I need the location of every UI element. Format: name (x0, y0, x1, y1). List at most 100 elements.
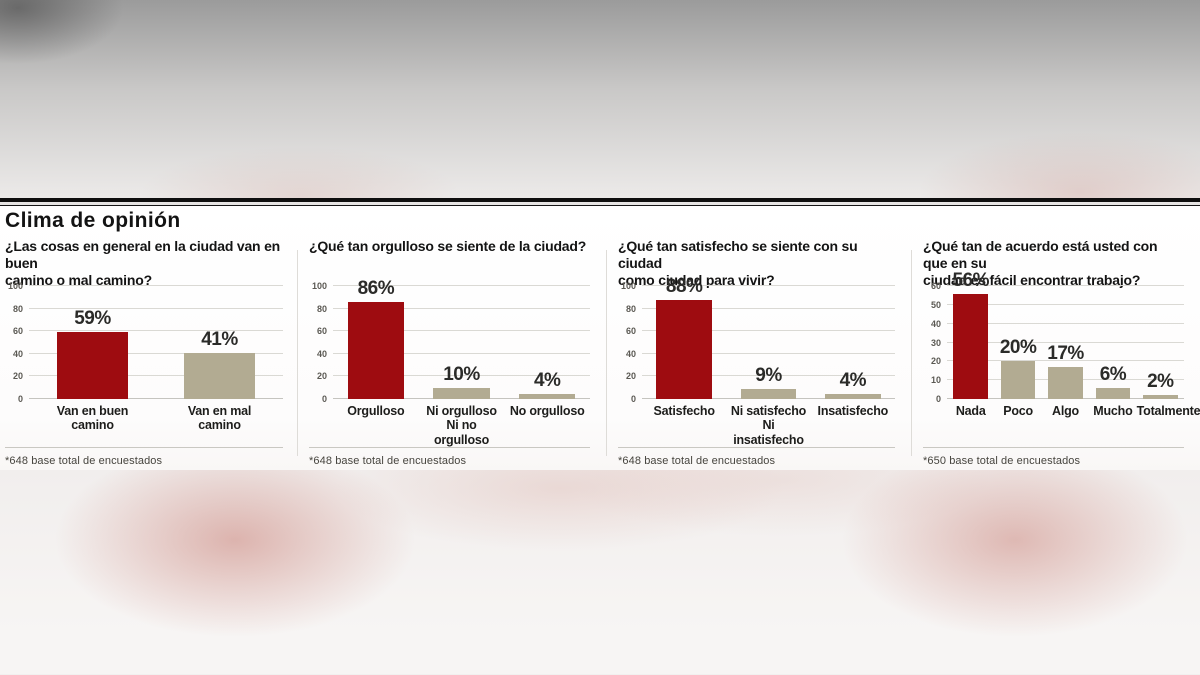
chart-area: 0 10 20 30 40 50 60 56% 20% 17% 6% 2% (923, 271, 1184, 404)
plot: 86% 10% 4% (333, 279, 590, 399)
footnote: *648 base total de encuestados (309, 447, 590, 467)
bar (1048, 366, 1083, 399)
y-tick-label: 80 (12, 303, 23, 314)
gridline (642, 285, 895, 286)
charts-row: ¿Las cosas en general en la ciudad van e… (0, 206, 1200, 470)
category-labels: Van en buen camino Van en mal camino (29, 404, 283, 433)
bar-value-label: 88% (665, 275, 703, 297)
chart-question: ¿Las cosas en general en la ciudad van e… (5, 238, 281, 288)
gridline (642, 307, 895, 309)
gridline (947, 322, 1184, 324)
gridline (333, 307, 590, 309)
category-labels: Nada Poco Algo Mucho Totalmente (947, 404, 1200, 418)
gridline (29, 398, 283, 399)
y-tick-label: 60 (12, 326, 23, 337)
y-tick-label: 10 (930, 375, 941, 386)
bar-cell: 59% (29, 286, 156, 399)
bar-cell: 4% (811, 286, 895, 399)
category-label: Ni satisfecho Ni insatisfecho (730, 404, 807, 447)
bars: 88% 9% 4% (642, 277, 895, 399)
y-tick-label: 100 (7, 281, 23, 291)
y-tick-label: 100 (311, 281, 327, 291)
column-divider (911, 250, 912, 456)
bar (518, 394, 576, 399)
y-tick-label: 0 (17, 394, 23, 404)
gridline (947, 285, 1184, 286)
plot: 56% 20% 17% 6% 2% (947, 271, 1184, 399)
category-labels: Orgulloso Ni orgulloso Ni no orgulloso No … (333, 404, 590, 447)
bar-value-label: 9% (755, 364, 782, 386)
y-axis: 0 20 40 60 80 100 (5, 281, 29, 404)
bar (1000, 361, 1036, 399)
y-tick-label: 80 (316, 303, 327, 314)
bar (656, 299, 712, 399)
bar (183, 352, 256, 399)
bar (953, 293, 988, 399)
gridline (333, 330, 590, 332)
chart-column-satisfaccion: ¿Qué tan satisfecho se siente con su ciu… (606, 206, 911, 473)
bar-cell: 56% (947, 271, 994, 399)
y-tick-label: 0 (630, 394, 636, 404)
column-divider (297, 250, 298, 456)
bar (347, 301, 405, 399)
bar-value-label: 59% (74, 308, 111, 330)
bar-cell: 4% (504, 286, 590, 399)
y-tick-label: 40 (930, 318, 941, 329)
gridline (29, 307, 283, 309)
chart-area: 0 20 40 60 80 100 86% 10% 4% (309, 279, 590, 404)
gridline (947, 360, 1184, 362)
bar-cell: 20% (994, 286, 1041, 399)
y-axis: 0 20 40 60 80 100 (309, 281, 333, 404)
bar-value-label: 10% (443, 363, 480, 385)
y-tick-label: 0 (321, 394, 327, 404)
y-tick-label: 60 (316, 326, 327, 337)
y-tick-label: 20 (625, 371, 636, 382)
bar-cell: 10% (419, 286, 505, 399)
y-tick-label: 40 (316, 348, 327, 359)
gridline (947, 341, 1184, 343)
gridline (642, 330, 895, 332)
bar (740, 388, 797, 399)
y-tick-label: 60 (930, 281, 941, 291)
column-divider (606, 250, 607, 456)
bars: 56% 20% 17% 6% 2% (947, 271, 1184, 399)
category-label: Orgulloso (347, 404, 405, 418)
chart-column-orgullo: ¿Qué tan orgulloso se siente de la ciuda… (297, 206, 606, 473)
y-tick-label: 20 (12, 371, 23, 382)
gridline (29, 352, 283, 354)
bar-value-label: 56% (952, 269, 989, 291)
bar-value-label: 6% (1099, 363, 1127, 385)
category-label: Satisfecho (653, 404, 715, 418)
bar-cell: 2% (1137, 286, 1184, 399)
bar (824, 394, 881, 399)
category-label: Nada (955, 404, 986, 418)
bar (433, 387, 490, 399)
plot: 88% 9% 4% (642, 277, 895, 399)
gridline (29, 285, 283, 286)
chart-area: 0 20 40 60 80 100 88% 9% 4% (618, 277, 895, 404)
blurred-background-bottom (0, 470, 1200, 674)
bar-cell: 86% (333, 279, 419, 399)
gridline (642, 352, 895, 354)
bar-cell: 88% (642, 277, 726, 399)
bar-value-label: 2% (1147, 371, 1174, 393)
bar-value-label: 4% (839, 370, 867, 392)
bars: 86% 10% 4% (333, 279, 590, 399)
page-title: Clima de opinión (5, 209, 181, 232)
chart-question: ¿Qué tan satisfecho se siente con su ciu… (618, 238, 858, 288)
gridline (947, 303, 1184, 305)
footnote: *648 base total de encuestados (5, 447, 283, 467)
category-label: Poco (1003, 404, 1033, 418)
bar-cell: 41% (156, 286, 283, 399)
y-axis: 0 20 40 60 80 100 (618, 281, 642, 404)
y-tick-label: 60 (625, 326, 636, 337)
category-label: No orgulloso (509, 404, 585, 418)
plot: 59% 41% (29, 285, 283, 399)
y-tick-label: 40 (625, 348, 636, 359)
category-label: Van en buen camino (56, 404, 129, 433)
gridline (333, 352, 590, 354)
blurred-background-top (0, 0, 1200, 198)
chart-question: ¿Qué tan de acuerdo está usted con que e… (923, 238, 1158, 288)
gridline (333, 285, 590, 286)
bar (1095, 387, 1131, 399)
